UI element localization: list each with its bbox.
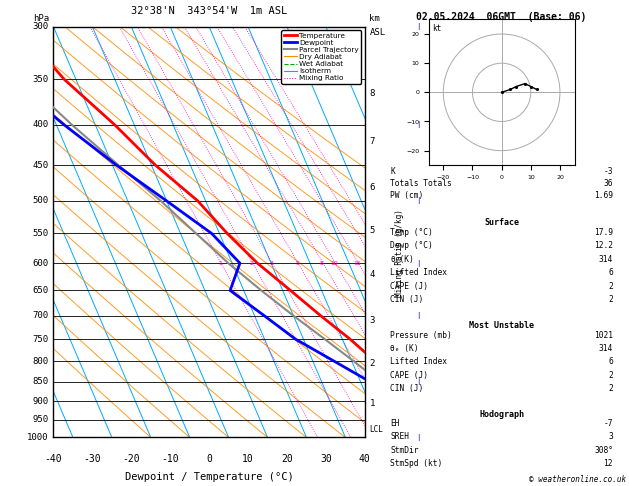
Text: 8: 8 [320, 260, 324, 266]
Text: 8: 8 [369, 89, 375, 98]
Text: 10: 10 [330, 260, 338, 266]
Text: StmSpd (kt): StmSpd (kt) [390, 459, 442, 468]
Text: |: | [417, 122, 420, 128]
Text: 314: 314 [599, 344, 613, 353]
Text: 3: 3 [369, 316, 375, 325]
Text: SREH: SREH [390, 433, 409, 441]
Text: |: | [417, 379, 420, 385]
Text: CIN (J): CIN (J) [390, 295, 423, 304]
Text: 1021: 1021 [594, 330, 613, 340]
Legend: Temperature, Dewpoint, Parcel Trajectory, Dry Adiabat, Wet Adiabat, Isotherm, Mi: Temperature, Dewpoint, Parcel Trajectory… [281, 30, 361, 84]
Text: 12: 12 [603, 459, 613, 468]
Text: 2: 2 [608, 281, 613, 291]
Text: 500: 500 [33, 196, 49, 206]
Text: 10: 10 [242, 454, 254, 464]
Text: hPa: hPa [33, 14, 49, 23]
Text: CAPE (J): CAPE (J) [390, 281, 428, 291]
Text: -3: -3 [603, 167, 613, 175]
Text: 4: 4 [369, 270, 375, 279]
Text: 400: 400 [33, 121, 49, 129]
Text: 950: 950 [33, 416, 49, 424]
Text: |: | [417, 434, 420, 441]
Text: -40: -40 [45, 454, 62, 464]
Text: 450: 450 [33, 160, 49, 170]
Text: PW (cm): PW (cm) [390, 191, 423, 200]
Text: -7: -7 [603, 419, 613, 428]
Text: 17.9: 17.9 [594, 227, 613, 237]
Text: ASL: ASL [369, 28, 386, 37]
Text: 6: 6 [608, 357, 613, 366]
Text: 6: 6 [608, 268, 613, 277]
Text: Dewp (°C): Dewp (°C) [390, 241, 433, 250]
Text: 02.05.2024  06GMT  (Base: 06): 02.05.2024 06GMT (Base: 06) [416, 12, 587, 22]
Text: Lifted Index: Lifted Index [390, 357, 447, 366]
Text: StmDir: StmDir [390, 446, 419, 454]
Text: Mixing Ratio (g/kg): Mixing Ratio (g/kg) [395, 208, 404, 296]
Text: 700: 700 [33, 311, 49, 320]
Text: -20: -20 [123, 454, 140, 464]
Text: K: K [390, 167, 395, 175]
Text: -10: -10 [162, 454, 179, 464]
Text: 3: 3 [608, 433, 613, 441]
Text: Totals Totals: Totals Totals [390, 179, 452, 188]
Text: 5: 5 [295, 260, 299, 266]
Text: 1.69: 1.69 [594, 191, 613, 200]
Text: Temp (°C): Temp (°C) [390, 227, 433, 237]
Text: 300: 300 [33, 22, 49, 31]
Text: kt: kt [431, 24, 441, 33]
Text: |: | [417, 197, 420, 205]
Text: 1000: 1000 [27, 433, 49, 442]
Text: Hodograph: Hodograph [479, 410, 524, 419]
Text: 308°: 308° [594, 446, 613, 454]
Text: 800: 800 [33, 357, 49, 366]
Text: 1: 1 [218, 260, 222, 266]
Text: CIN (J): CIN (J) [390, 384, 423, 393]
Text: 314: 314 [599, 255, 613, 263]
Text: LCL: LCL [369, 425, 383, 434]
Text: 600: 600 [33, 259, 49, 268]
Text: θₑ (K): θₑ (K) [390, 344, 419, 353]
Text: 12.2: 12.2 [594, 241, 613, 250]
Text: Pressure (mb): Pressure (mb) [390, 330, 452, 340]
Text: 350: 350 [33, 75, 49, 84]
Text: 32°38'N  343°54'W  1m ASL: 32°38'N 343°54'W 1m ASL [131, 6, 287, 17]
Text: km: km [369, 14, 381, 23]
Text: Dewpoint / Temperature (°C): Dewpoint / Temperature (°C) [125, 472, 294, 482]
Text: 1: 1 [369, 399, 375, 408]
Text: θₑ(K): θₑ(K) [390, 255, 414, 263]
Text: -30: -30 [84, 454, 101, 464]
Text: 650: 650 [33, 286, 49, 295]
Text: 2: 2 [250, 260, 253, 266]
Text: 5: 5 [369, 226, 375, 235]
Text: 2: 2 [369, 359, 375, 368]
Text: Surface: Surface [484, 218, 519, 227]
Text: 900: 900 [33, 397, 49, 406]
Text: 30: 30 [320, 454, 331, 464]
Text: Most Unstable: Most Unstable [469, 321, 534, 330]
Text: 20: 20 [281, 454, 293, 464]
Text: Lifted Index: Lifted Index [390, 268, 447, 277]
Text: 850: 850 [33, 378, 49, 386]
Text: 15: 15 [353, 260, 361, 266]
Text: 550: 550 [33, 229, 49, 238]
Text: EH: EH [390, 419, 400, 428]
Text: |: | [417, 312, 420, 319]
Text: 2: 2 [608, 384, 613, 393]
Text: CAPE (J): CAPE (J) [390, 371, 428, 380]
Text: © weatheronline.co.uk: © weatheronline.co.uk [529, 474, 626, 484]
Text: 40: 40 [359, 454, 370, 464]
Text: |: | [417, 260, 420, 267]
Text: 3: 3 [269, 260, 273, 266]
Text: 2: 2 [608, 371, 613, 380]
Text: |: | [417, 23, 420, 30]
Text: 7: 7 [369, 137, 375, 146]
Text: 36: 36 [603, 179, 613, 188]
Text: 6: 6 [369, 183, 375, 191]
Text: 2: 2 [608, 295, 613, 304]
Text: 750: 750 [33, 335, 49, 344]
Text: 0: 0 [206, 454, 212, 464]
